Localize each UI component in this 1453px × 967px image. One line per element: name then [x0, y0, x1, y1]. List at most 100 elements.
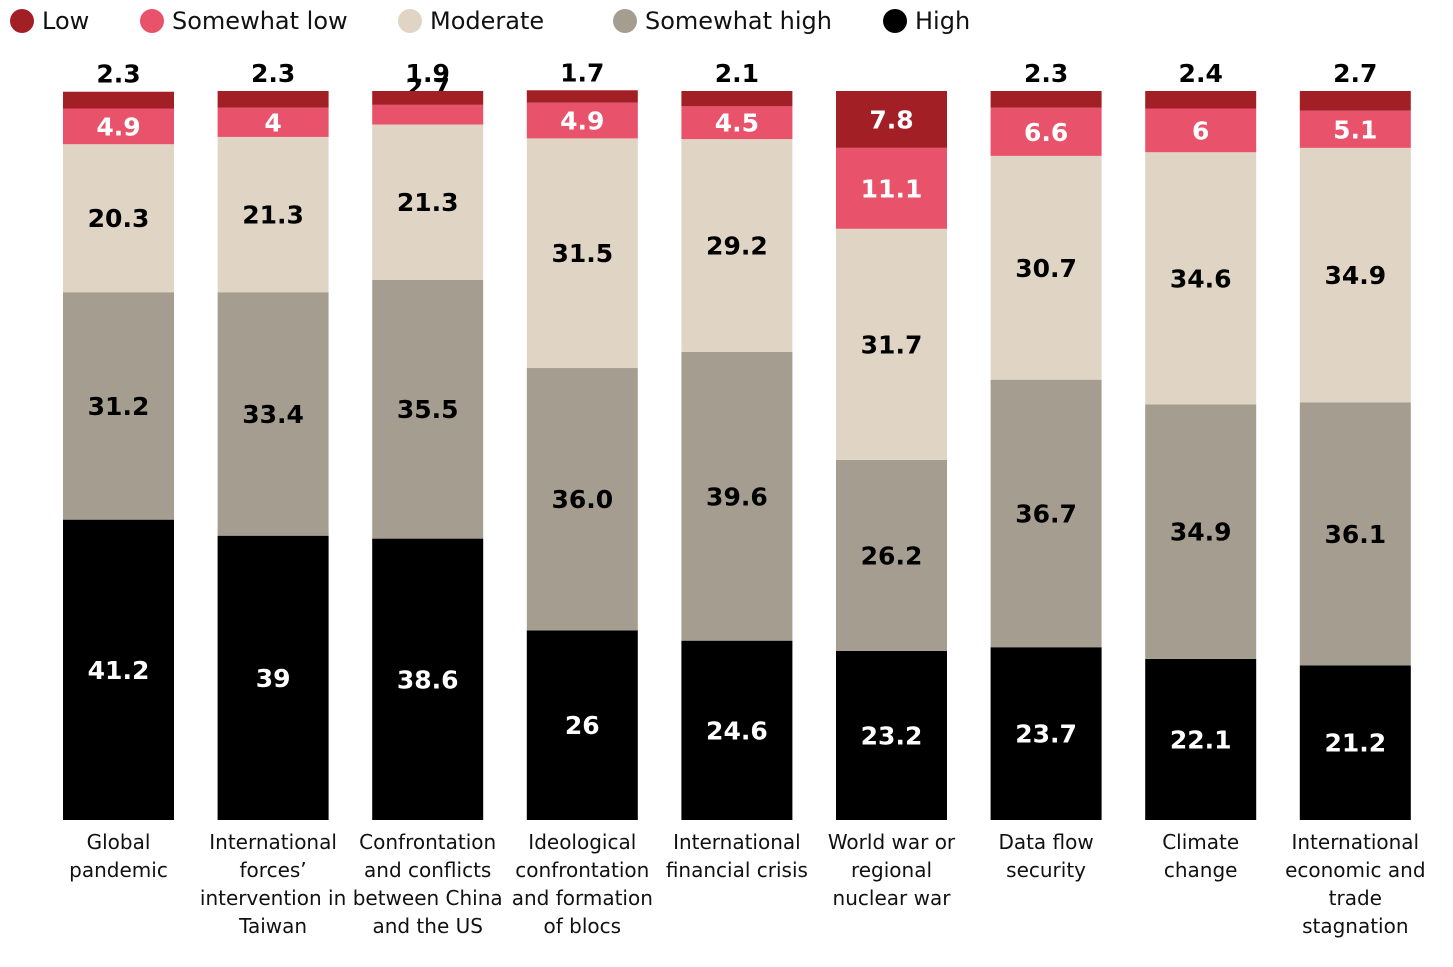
bar-segment	[681, 351, 793, 641]
bar-segment	[681, 139, 793, 352]
data-label: 26.2	[861, 541, 923, 570]
data-label: 6	[1192, 116, 1209, 145]
data-label: 36.0	[551, 485, 613, 514]
data-label: 22.1	[1170, 725, 1232, 754]
data-label: 2.1	[715, 59, 759, 88]
data-label: 31.5	[551, 239, 613, 268]
data-label: 21.3	[242, 201, 304, 230]
bar-segment	[526, 90, 638, 103]
x-tick-label: Global pandemic	[69, 830, 168, 882]
legend-swatch	[398, 9, 422, 33]
bar-segment	[526, 630, 638, 820]
data-label: 2.3	[96, 60, 140, 89]
bar-segment	[990, 107, 1102, 156]
data-label: 36.1	[1324, 520, 1386, 549]
x-tick-label: Data flow security	[998, 830, 1094, 882]
bar-segment	[990, 379, 1102, 648]
data-label: 30.7	[1015, 254, 1077, 283]
data-label: 39	[256, 664, 291, 693]
bar-segment	[990, 155, 1102, 380]
bar-segment	[217, 91, 329, 108]
x-tick-label: World war or regional nuclear war	[827, 830, 956, 910]
data-label: 29.2	[706, 232, 768, 261]
data-label: 31.7	[861, 330, 923, 359]
legend-swatch	[140, 9, 164, 33]
data-label: 36.7	[1015, 499, 1077, 528]
legend-label: Low	[42, 7, 89, 35]
bar-segment	[217, 535, 329, 820]
bar-segment	[372, 104, 484, 125]
data-label: 24.6	[706, 716, 768, 745]
data-label: 35.5	[397, 395, 459, 424]
bar-segment	[526, 138, 638, 369]
bar-segment	[681, 106, 793, 140]
data-label: 34.6	[1170, 264, 1232, 293]
x-tick-label: International forces’ intervention in Ta…	[199, 830, 347, 938]
bar-segment	[1299, 110, 1411, 148]
data-label: 4	[264, 108, 281, 137]
data-label: 23.2	[861, 721, 923, 750]
data-label: 38.6	[397, 665, 459, 694]
bar-segment	[63, 519, 174, 820]
data-label: 20.3	[88, 204, 150, 233]
bar-segment	[990, 647, 1102, 820]
data-label: 4.9	[96, 112, 140, 141]
bar-segment	[836, 91, 947, 148]
bar-segment	[63, 91, 174, 109]
data-label: 31.2	[88, 392, 150, 421]
bar-segment	[372, 279, 484, 539]
x-tick-label: International financial crisis	[665, 830, 808, 882]
bar-segment	[217, 107, 329, 137]
bar-segment	[217, 292, 329, 536]
bar-segment	[1145, 108, 1257, 153]
x-tick-label: Climate change	[1162, 830, 1240, 882]
data-label: 23.7	[1015, 720, 1077, 749]
data-label: 2.3	[1024, 59, 1068, 88]
bar-segment	[836, 228, 947, 460]
bar-segment	[681, 91, 793, 107]
data-label: 4.5	[715, 109, 759, 138]
x-tick-label: International economic and trade stagnat…	[1285, 830, 1426, 938]
data-label: 2.7	[1333, 59, 1377, 88]
bar-segment	[990, 91, 1102, 108]
data-label: 2.3	[251, 59, 295, 88]
bar-segment	[526, 368, 638, 631]
bar-segment	[372, 91, 484, 105]
legend-swatch	[10, 9, 34, 33]
data-label: 1.9	[406, 59, 450, 88]
data-label: 39.6	[706, 482, 768, 511]
bar-segment	[1145, 91, 1257, 109]
bar-segment	[1299, 665, 1411, 820]
data-label: 7.8	[869, 105, 913, 134]
bar-segment	[1145, 404, 1257, 659]
x-tick-label: Ideological confrontation and formation …	[511, 830, 653, 938]
bar-segment	[63, 292, 174, 520]
x-tick-label: Confrontation and conflicts between Chin…	[352, 830, 503, 938]
data-label: 21.2	[1324, 729, 1386, 758]
data-label: 4.9	[560, 107, 604, 136]
legend-label: Somewhat low	[172, 7, 348, 35]
data-label: 5.1	[1333, 115, 1377, 144]
bar-segment	[1145, 658, 1257, 820]
bar-segment	[1299, 91, 1411, 111]
bar-segment	[217, 136, 329, 293]
data-label: 26	[565, 711, 600, 740]
bar-segment	[836, 650, 947, 820]
legend-label: Somewhat high	[645, 7, 832, 35]
bar-segment	[372, 124, 484, 280]
data-label: 21.3	[397, 188, 459, 217]
data-label: 2.4	[1179, 59, 1223, 88]
data-label: 11.1	[861, 174, 923, 203]
bar-segment	[681, 640, 793, 820]
data-label: 41.2	[88, 656, 150, 685]
data-label: 6.6	[1024, 118, 1068, 147]
data-label: 34.9	[1324, 261, 1386, 290]
data-label: 1.7	[560, 58, 604, 87]
bar-segment	[836, 147, 947, 229]
legend-swatch	[883, 9, 907, 33]
bar-segment	[63, 144, 174, 293]
legend-label: High	[915, 7, 970, 35]
bar-segment	[1299, 402, 1411, 666]
